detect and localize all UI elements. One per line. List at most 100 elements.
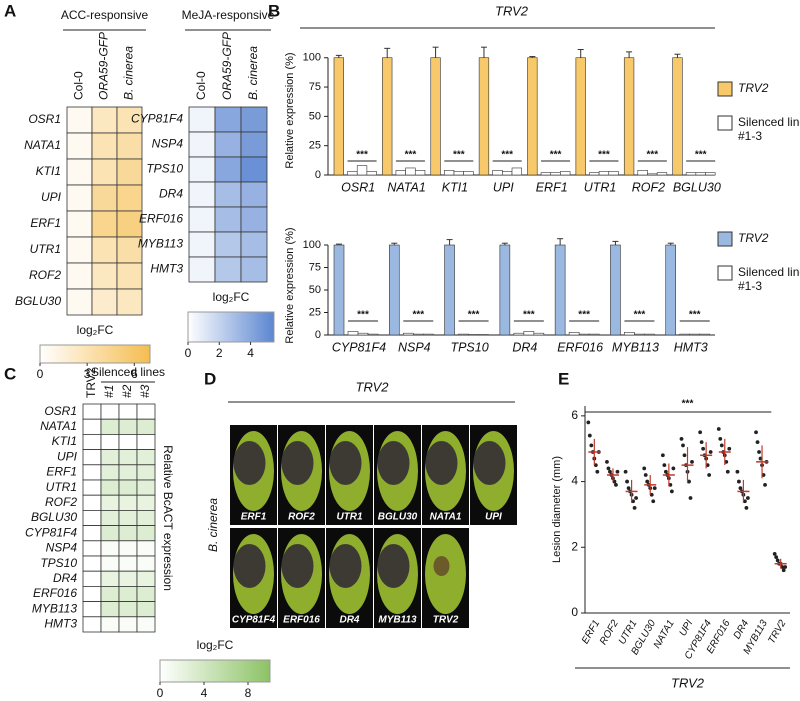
point (671, 466, 676, 471)
significance: *** (634, 310, 646, 321)
photo-label: ROF2 (288, 512, 315, 523)
heatmap-cell (116, 262, 143, 290)
x-tick-label: MYB113 (612, 340, 659, 354)
heatmap-cell (136, 403, 156, 420)
column-label: ORA59-GFP (97, 32, 111, 100)
point (754, 430, 758, 435)
bar (699, 333, 711, 336)
heatmap-cell (118, 525, 138, 542)
point (735, 469, 740, 474)
heatmap-cell (240, 106, 268, 133)
point (643, 473, 648, 477)
heatmap-cell (100, 418, 120, 435)
heatmap-cell (116, 288, 143, 316)
heatmap-cell (100, 540, 120, 557)
point (701, 446, 706, 451)
photo-label: ERF016 (283, 615, 320, 626)
heatmap-cell (214, 106, 242, 133)
heatmap-cell (240, 181, 268, 208)
lesion (281, 441, 314, 485)
heatmap-cell (100, 509, 120, 526)
significance: *** (598, 150, 610, 161)
heatmap-cell (188, 256, 216, 283)
y-tick-label: 100 (303, 239, 321, 251)
lesion (433, 556, 450, 576)
heatmap-cell (118, 509, 138, 526)
bar (430, 57, 441, 176)
heatmap-cell (214, 256, 242, 283)
column-label: B. cinerea (246, 46, 260, 100)
heatmap-cell (240, 156, 268, 183)
bar (647, 173, 658, 176)
point (757, 450, 761, 454)
bar (405, 167, 416, 176)
y-tick-label: 75 (309, 81, 321, 93)
bar (575, 57, 586, 176)
bar (656, 172, 668, 176)
heatmap-cell (118, 403, 138, 420)
y-tick-label: 0 (571, 605, 578, 619)
column-label: #2 (120, 384, 134, 398)
heatmap-cell (82, 540, 102, 557)
lesion (233, 544, 266, 588)
heatmap-cell (118, 540, 138, 557)
heatmap-cell (188, 106, 216, 133)
significance: *** (405, 150, 417, 161)
column-label: #1 (102, 385, 116, 398)
column-label: Col-0 (194, 71, 208, 100)
heatmap-cell (136, 479, 156, 496)
heatmap-cell (118, 494, 138, 511)
x-tick-label: DR4 (512, 340, 537, 354)
row-label: MYB113 (138, 237, 183, 251)
bar (388, 244, 400, 336)
heatmap-cell (118, 601, 138, 618)
point (589, 443, 594, 448)
heatmap-cell (66, 262, 93, 290)
point (651, 499, 656, 504)
heatmap-cell (82, 403, 102, 420)
photo-label: CYP81F4 (232, 615, 276, 626)
bar (443, 170, 455, 176)
bar (333, 57, 344, 176)
heatmap-cell (100, 616, 120, 633)
column-group: Silenced lines (91, 365, 165, 379)
row-label: CYP81F4 (131, 112, 183, 126)
heatmap-cell (91, 158, 118, 186)
bar (367, 333, 379, 336)
bar (568, 331, 580, 336)
point (708, 450, 713, 454)
point (755, 440, 760, 445)
heatmap-cell (66, 132, 93, 160)
lesion (377, 544, 410, 588)
point (587, 433, 592, 438)
x-tick-label: UPI (493, 180, 514, 194)
legend-label: Silenced lines #1-3 (738, 265, 800, 293)
bar (679, 333, 691, 336)
lesion (329, 544, 362, 588)
legend-entry: TRV2 (738, 231, 768, 245)
y-axis-label: Relative expression (%) (284, 227, 296, 343)
heatmap-cell (100, 570, 120, 587)
y-axis-label: Lesion diameter (mm) (551, 456, 563, 563)
heatmap-cell (82, 616, 102, 633)
colorbar-tick-label: 4 (247, 346, 254, 360)
point (781, 568, 786, 573)
colorbar (159, 659, 271, 683)
point (688, 496, 693, 500)
heatmap-cell (100, 433, 120, 450)
y-tick-label: 50 (309, 110, 321, 122)
point (645, 479, 650, 484)
point (634, 496, 638, 500)
point (605, 459, 609, 464)
bar (533, 332, 545, 336)
point (707, 473, 712, 477)
side-label: Relative BcACT expression (161, 445, 175, 591)
heatmap-cell (91, 106, 118, 134)
heatmap-cell (82, 586, 102, 603)
heatmap-cell (136, 433, 156, 450)
heatmap-cell (214, 181, 242, 208)
significance: *** (578, 310, 590, 321)
heatmap-cell (214, 156, 242, 183)
heatmap-cell (136, 449, 156, 466)
point (763, 482, 767, 487)
